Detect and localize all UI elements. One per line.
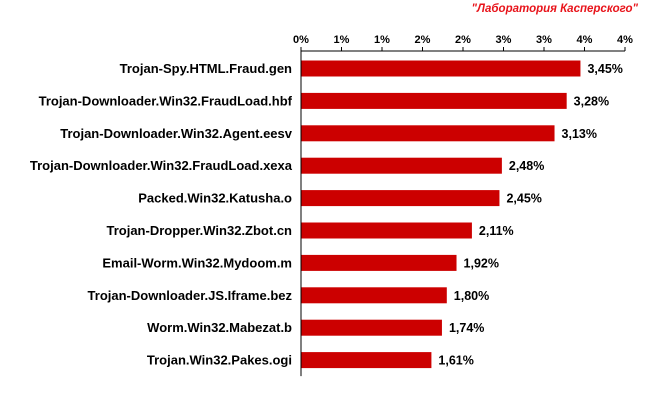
data-label: 2,48% bbox=[509, 159, 544, 173]
x-tick-label: 4% bbox=[617, 34, 633, 46]
x-tick-label: 1% bbox=[374, 34, 390, 46]
bar bbox=[301, 287, 447, 304]
bar bbox=[301, 190, 500, 207]
x-tick-label: 2% bbox=[415, 34, 431, 46]
data-label: 2,45% bbox=[506, 192, 541, 206]
data-label: 1,80% bbox=[454, 289, 489, 303]
category-label: Trojan-Downloader.Win32.FraudLoad.xexa bbox=[30, 158, 293, 173]
data-label: 2,11% bbox=[479, 224, 514, 238]
data-label: 1,61% bbox=[438, 354, 473, 368]
category-label: Worm.Win32.Mabezat.b bbox=[147, 320, 292, 335]
bar bbox=[301, 222, 472, 239]
data-label: 3,45% bbox=[587, 62, 622, 76]
category-label: Packed.Win32.Katusha.o bbox=[138, 191, 292, 206]
bar bbox=[301, 352, 432, 369]
category-label: Trojan-Downloader.Win32.FraudLoad.hbf bbox=[39, 93, 293, 108]
category-label: Trojan-Downloader.JS.Iframe.bez bbox=[88, 288, 293, 303]
bar bbox=[301, 60, 581, 77]
x-tick-label: 0% bbox=[293, 34, 309, 46]
data-label: 3,28% bbox=[574, 94, 609, 108]
bar bbox=[301, 125, 555, 142]
bar bbox=[301, 319, 442, 336]
data-label: 1,74% bbox=[449, 321, 484, 335]
x-tick-label: 4% bbox=[577, 34, 593, 46]
category-label: Trojan-Dropper.Win32.Zbot.cn bbox=[106, 223, 292, 238]
category-label: Trojan.Win32.Pakes.ogi bbox=[147, 353, 292, 368]
bar bbox=[301, 157, 502, 174]
x-tick-label: 2% bbox=[455, 34, 471, 46]
bar bbox=[301, 254, 457, 271]
category-label: Trojan-Downloader.Win32.Agent.eesv bbox=[60, 126, 293, 141]
x-tick-label: 3% bbox=[536, 34, 552, 46]
category-label: Email-Worm.Win32.Mydoom.m bbox=[102, 255, 292, 270]
data-label: 1,92% bbox=[464, 256, 499, 270]
bar bbox=[301, 92, 567, 109]
x-tick-label: 3% bbox=[496, 34, 512, 46]
data-label: 3,13% bbox=[562, 127, 597, 141]
watermark: "Лаборатория Касперского" bbox=[471, 3, 638, 15]
x-tick-label: 1% bbox=[334, 34, 350, 46]
category-label: Trojan-Spy.HTML.Fraud.gen bbox=[120, 61, 292, 76]
